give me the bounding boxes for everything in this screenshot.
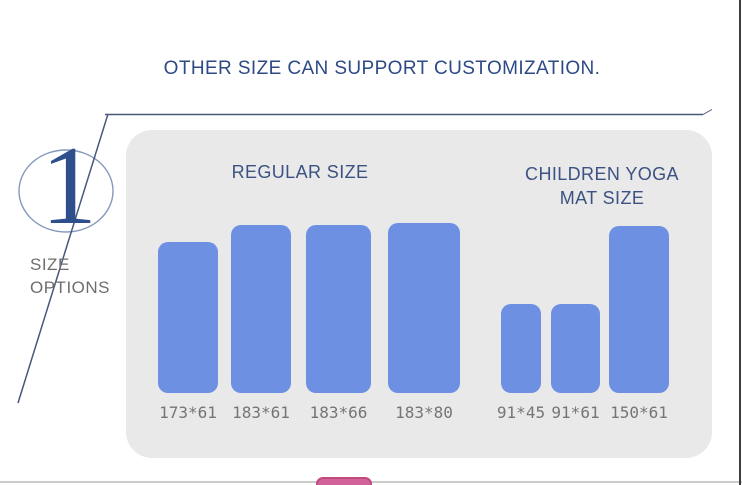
- size-bar-label: 183*80: [395, 403, 453, 422]
- children-size-heading-line2: MAT SIZE: [559, 188, 645, 208]
- size-bar-91*45: [501, 304, 541, 393]
- size-bar-label: 173*61: [159, 403, 217, 422]
- size-bar-91*61: [551, 304, 600, 393]
- children-size-heading-line1: CHILDREN YOGA: [525, 164, 679, 184]
- step-label-line1: SIZE: [30, 255, 70, 274]
- size-bar-183*80: [388, 223, 460, 393]
- size-bar-173*61: [158, 242, 218, 393]
- step-number: 1: [41, 124, 97, 248]
- size-bar-183*61: [231, 225, 291, 393]
- right-edge-border: [739, 0, 741, 485]
- size-bar-label: 150*61: [610, 403, 668, 422]
- regular-size-heading: REGULAR SIZE: [231, 162, 369, 182]
- size-bar-label: 183*66: [309, 403, 368, 422]
- size-bar-183*66: [306, 225, 371, 393]
- step-label-line2: OPTIONS: [30, 278, 111, 297]
- pink-button-partial[interactable]: [316, 477, 372, 485]
- step-label: SIZE OPTIONS: [30, 253, 110, 299]
- size-bar-label: 91*45: [496, 403, 546, 422]
- section-title: OTHER SIZE CAN SUPPORT CUSTOMIZATION.: [163, 58, 601, 79]
- size-bar-label: 183*61: [232, 403, 290, 422]
- children-size-heading: CHILDREN YOGA MAT SIZE: [520, 162, 684, 210]
- size-bar-label: 91*61: [551, 403, 600, 422]
- size-bar-150*61: [609, 226, 669, 393]
